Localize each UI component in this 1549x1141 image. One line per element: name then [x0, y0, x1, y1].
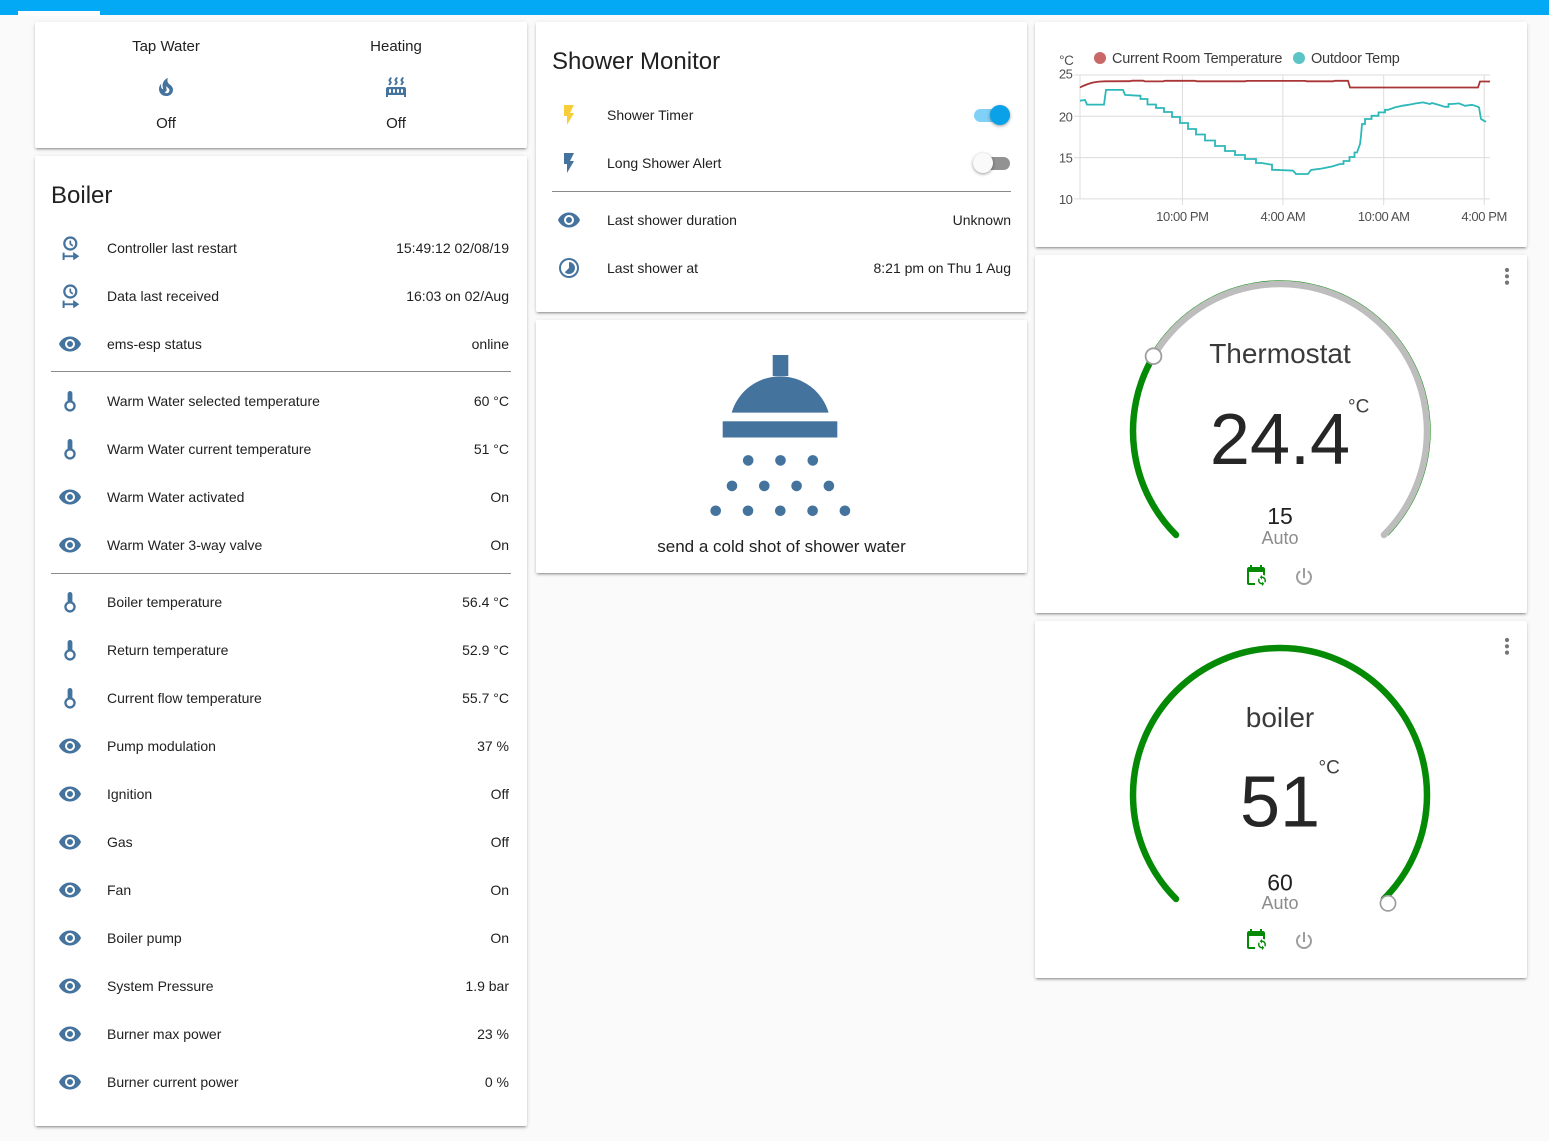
- svg-text:4:00 PM: 4:00 PM: [1461, 209, 1507, 224]
- svg-text:Current Room Temperature: Current Room Temperature: [1112, 51, 1282, 67]
- svg-text:20: 20: [1059, 109, 1073, 124]
- svg-text:Thermostat: Thermostat: [1209, 338, 1351, 369]
- svg-text:4:00 AM: 4:00 AM: [1260, 209, 1305, 224]
- svg-text:51: 51: [1240, 763, 1320, 843]
- svg-text:15: 15: [1267, 503, 1293, 529]
- svg-text:25: 25: [1059, 67, 1073, 82]
- svg-text:°C: °C: [1319, 758, 1340, 779]
- svg-text:10:00 PM: 10:00 PM: [1156, 209, 1208, 224]
- svg-text:24.4: 24.4: [1210, 400, 1350, 480]
- svg-text:Outdoor Temp: Outdoor Temp: [1311, 51, 1400, 67]
- svg-text:15: 15: [1059, 151, 1073, 166]
- svg-text:10: 10: [1059, 192, 1073, 207]
- svg-text:°C: °C: [1348, 397, 1369, 418]
- svg-text:boiler: boiler: [1246, 702, 1314, 733]
- svg-text:10:00 AM: 10:00 AM: [1358, 209, 1410, 224]
- svg-text:Auto: Auto: [1261, 528, 1298, 548]
- svg-text:Auto: Auto: [1261, 893, 1298, 913]
- svg-text:°C: °C: [1059, 53, 1074, 68]
- svg-text:60: 60: [1267, 870, 1293, 896]
